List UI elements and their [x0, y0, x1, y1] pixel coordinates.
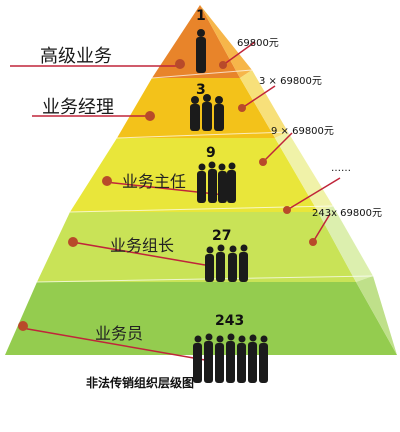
tier-3-band — [70, 138, 318, 212]
tier-5-band — [5, 282, 397, 355]
right-leader-lines — [222, 41, 341, 243]
tier-4-band — [37, 212, 356, 282]
tier-amount-4: …… — [331, 163, 351, 174]
tier-label-manager: 业务经理 — [42, 97, 114, 118]
left-dots — [18, 59, 185, 331]
tier-label-director: 业务主任 — [122, 172, 187, 191]
people-tier-3 — [197, 161, 236, 203]
tier-count-2: 3 — [196, 82, 206, 98]
diagram-caption: 非法传销组织层级图 — [86, 376, 195, 390]
tier-label-member: 业务员 — [95, 324, 144, 343]
tier-amount-1: 69800元 — [237, 38, 279, 49]
people-tier-2 — [190, 94, 224, 131]
tier-count-5: 243 — [215, 313, 245, 329]
tier-count-1: 1 — [196, 8, 206, 24]
tier-1-side — [200, 5, 252, 78]
tier-4-side — [318, 206, 373, 282]
tier-2-side — [240, 70, 288, 138]
tier-count-4: 27 — [212, 228, 232, 244]
tier-amount-5: 243x 69800元 — [312, 208, 382, 219]
tier-5-side — [356, 276, 397, 355]
tier-amount-2: 3 × 69800元 — [259, 76, 322, 87]
right-dots — [219, 61, 317, 246]
people-tier-4 — [205, 244, 248, 282]
tier-label-leader: 业务组长 — [110, 236, 175, 255]
people-tier-5 — [193, 333, 268, 383]
tier-3-side — [275, 132, 333, 212]
people-tier-1 — [196, 29, 206, 73]
tier-count-3: 9 — [206, 145, 216, 161]
tier-label-senior: 高级业务 — [40, 46, 112, 67]
tier-amount-3: 9 × 69800元 — [271, 126, 334, 137]
